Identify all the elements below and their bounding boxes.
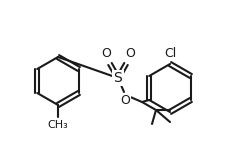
Text: O: O — [120, 94, 130, 107]
Text: Cl: Cl — [164, 47, 176, 60]
Text: O: O — [125, 47, 135, 60]
Text: O: O — [101, 47, 111, 60]
Text: S: S — [114, 71, 122, 85]
Text: CH₃: CH₃ — [48, 120, 68, 130]
